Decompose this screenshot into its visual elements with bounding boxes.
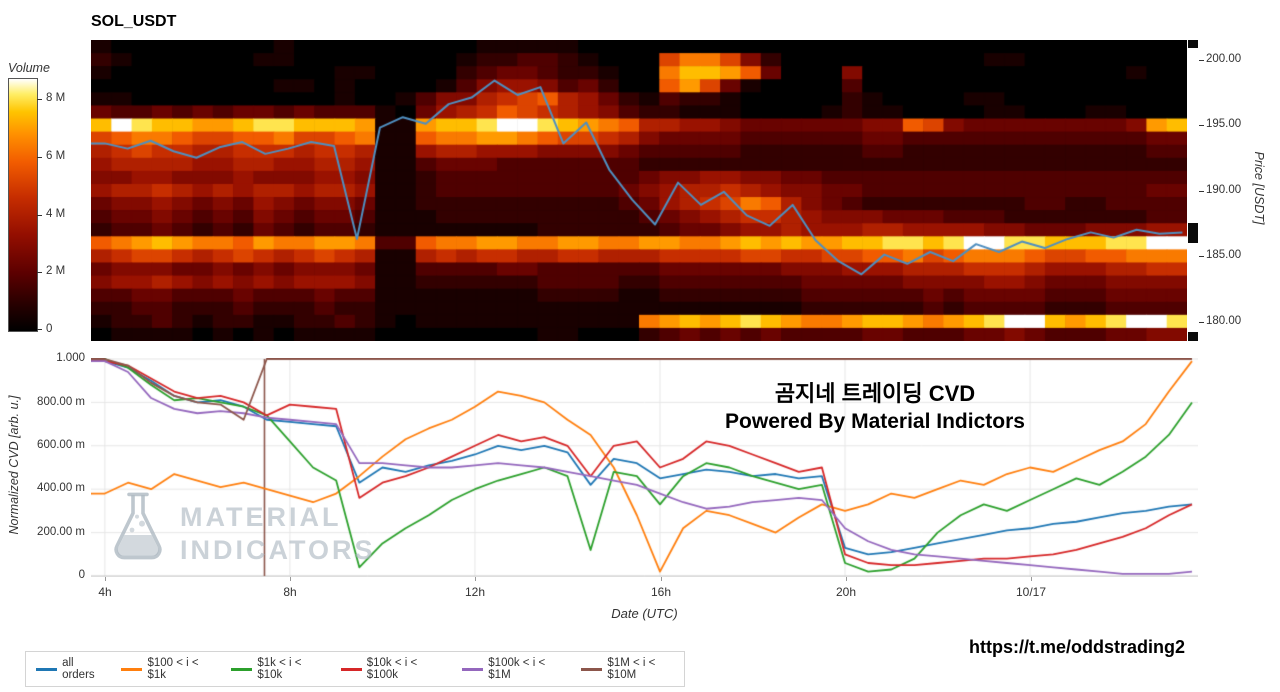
legend-label: $1M < i < $10M bbox=[607, 657, 656, 681]
price-axis-tick bbox=[1199, 322, 1204, 323]
cvd-axis-title: Normalized CVD [arb. u.] bbox=[7, 395, 21, 535]
colorbar-tick-label: 0 bbox=[46, 323, 53, 335]
date-axis-tick bbox=[661, 577, 662, 581]
cvd-tick-label: 800.00 m bbox=[37, 396, 85, 408]
date-tick-label: 12h bbox=[464, 585, 486, 599]
colorbar-tick bbox=[37, 329, 42, 330]
date-axis-tick bbox=[105, 577, 106, 581]
date-tick-label: 4h bbox=[98, 585, 112, 599]
legend-swatch bbox=[121, 667, 143, 671]
watermark-text: MATERIAL bbox=[180, 502, 342, 532]
cvd-tick-label: 1.000 bbox=[56, 352, 85, 364]
colorbar-tick bbox=[37, 157, 42, 158]
price-tick-label: 190.00 bbox=[1206, 184, 1242, 196]
date-tick-label: 20h bbox=[835, 585, 857, 599]
price-tick-label: 180.00 bbox=[1206, 315, 1242, 327]
colorbar-title: Volume bbox=[8, 61, 50, 75]
legend-label: $1k < i < $10k bbox=[257, 657, 302, 681]
legend-swatch bbox=[340, 667, 362, 671]
flask-icon bbox=[106, 490, 170, 571]
price-axis-title: Price [USDT] bbox=[1252, 151, 1266, 225]
date-tick-label: 16h bbox=[650, 585, 672, 599]
annotation-powered-by: Powered By Material Indictors bbox=[725, 410, 1025, 433]
watermark-text: INDICATORS bbox=[180, 535, 376, 565]
colorbar-tick bbox=[37, 272, 42, 273]
legend-item-1m-10m[interactable]: $1M < i < $10M bbox=[581, 657, 684, 681]
price-axis-tick bbox=[1199, 256, 1204, 257]
cvd-canvas[interactable] bbox=[91, 358, 1198, 577]
date-tick-label: 8h bbox=[283, 585, 297, 599]
date-axis-tick bbox=[1031, 577, 1032, 581]
page-title: SOL_USDT bbox=[91, 13, 177, 30]
legend-swatch bbox=[231, 667, 253, 671]
colorbar-tick-label: 2 M bbox=[46, 265, 66, 277]
price-tick-label: 195.00 bbox=[1206, 118, 1242, 130]
legend-swatch bbox=[36, 667, 58, 671]
legend-item-10k-100k[interactable]: $10k < i < $100k bbox=[340, 657, 449, 681]
colorbar-tick bbox=[37, 99, 42, 100]
legend-label: $100 < i < $1k bbox=[147, 657, 199, 681]
annotation-korean-title: 곰지네 트레이딩 CVD bbox=[774, 381, 976, 406]
legend-item-100-1k[interactable]: $100 < i < $1k bbox=[121, 657, 217, 681]
date-axis-title: Date (UTC) bbox=[611, 606, 678, 621]
legend-item-all-orders[interactable]: all orders bbox=[36, 657, 107, 681]
price-tick-label: 185.00 bbox=[1206, 249, 1242, 261]
legend-label: $100k < i < $1M bbox=[488, 657, 546, 681]
price-axis-tick bbox=[1199, 191, 1204, 192]
telegram-link[interactable]: https://t.me/oddstrading2 bbox=[969, 637, 1185, 657]
date-axis-tick bbox=[846, 577, 847, 581]
date-axis-tick bbox=[475, 577, 476, 581]
date-axis-tick bbox=[290, 577, 291, 581]
legend-label: $10k < i < $100k bbox=[366, 657, 418, 681]
legend-label: all orders bbox=[62, 657, 95, 681]
colorbar-tick-label: 4 M bbox=[46, 208, 66, 220]
heatmap-canvas[interactable] bbox=[91, 40, 1187, 341]
date-tick-label: 10/17 bbox=[1015, 585, 1047, 599]
cvd-tick-label: 200.00 m bbox=[37, 526, 85, 538]
orderbook-strip-mark bbox=[1188, 40, 1198, 48]
price-tick-label: 200.00 bbox=[1206, 53, 1242, 65]
orderbook-strip bbox=[1188, 40, 1198, 341]
legend-swatch bbox=[462, 667, 484, 671]
volume-colorbar bbox=[8, 78, 38, 332]
price-axis-tick bbox=[1199, 125, 1204, 126]
orderbook-strip-mark bbox=[1188, 223, 1198, 243]
colorbar-tick-label: 6 M bbox=[46, 150, 66, 162]
legend: all orders $100 < i < $1k $1k < i < $10k… bbox=[25, 651, 685, 687]
legend-item-100k-1m[interactable]: $100k < i < $1M bbox=[462, 657, 567, 681]
cvd-tick-label: 400.00 m bbox=[37, 482, 85, 494]
cvd-tick-label: 0 bbox=[78, 569, 85, 581]
legend-item-1k-10k[interactable]: $1k < i < $10k bbox=[231, 657, 326, 681]
price-axis-tick bbox=[1199, 60, 1204, 61]
orderbook-strip-mark bbox=[1188, 331, 1198, 341]
colorbar-tick bbox=[37, 215, 42, 216]
legend-swatch bbox=[581, 667, 603, 671]
cvd-tick-label: 600.00 m bbox=[37, 439, 85, 451]
colorbar-tick-label: 8 M bbox=[46, 92, 66, 104]
